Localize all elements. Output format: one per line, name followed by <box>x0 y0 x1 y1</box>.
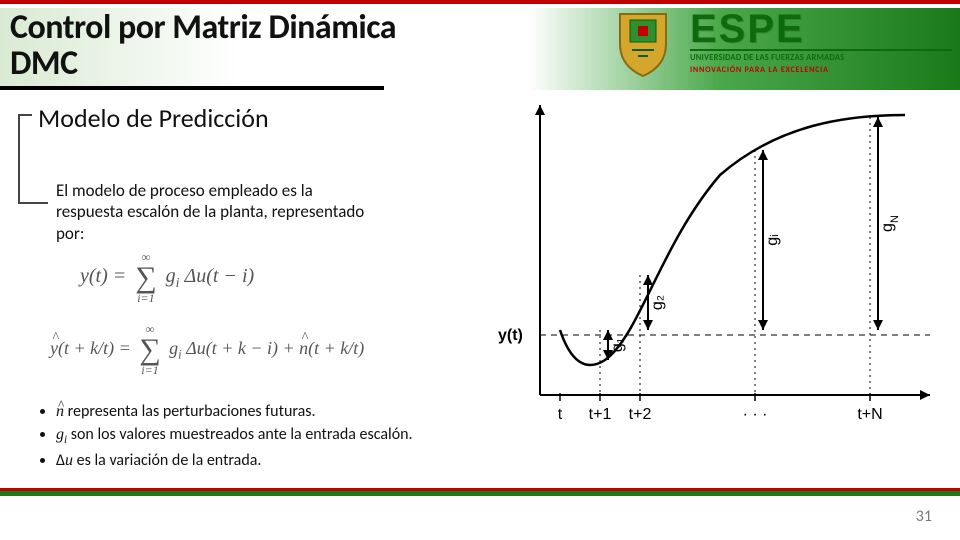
brand-divider <box>690 49 952 51</box>
subtitle: Modelo de Predicción <box>32 100 275 136</box>
espe-wordmark: ESPE UNIVERSIDAD DE LAS FUERZAS ARMADAS … <box>690 11 952 75</box>
svg-text:t+N: t+N <box>857 406 882 423</box>
equation-2: y(t + k/t) = ∑∞i=1 gi Δu(t + k − i) + n(… <box>50 338 364 363</box>
title-underline <box>0 86 384 90</box>
brand-sub2: INNOVACIÓN PARA LA EXCELENCIA <box>690 65 829 75</box>
equation-1: y(t) = ∑∞i=1 gi Δu(t − i) <box>80 265 254 292</box>
brand-sub1: UNIVERSIDAD DE LAS FUERZAS ARMADAS <box>690 53 844 63</box>
slide-header: Control por Matriz Dinámica DMC ESPE UNI… <box>0 0 960 90</box>
eq1-content: y(t) = ∑∞i=1 gi Δu(t − i) <box>80 265 254 287</box>
svg-text:gᵢ: gᵢ <box>764 234 781 245</box>
svg-text:t+2: t+2 <box>629 406 652 423</box>
svg-text:· · ·: · · · <box>743 406 768 423</box>
svg-text:t+1: t+1 <box>589 406 612 423</box>
brand-name: ESPE <box>690 11 805 47</box>
bullet-3: Δu es la variación de la entrada. <box>56 449 413 472</box>
slide-title: Control por Matriz Dinámica DMC <box>10 10 396 81</box>
espe-shield-icon <box>610 8 676 78</box>
svg-text:gN: gN <box>879 215 901 232</box>
bullet-2: gi son los valores muestreados ante la e… <box>56 423 413 448</box>
bullet-list: n representa las perturbaciones futuras.… <box>38 400 413 472</box>
svg-text:y(t): y(t) <box>498 327 523 344</box>
svg-text:g₂: g₂ <box>649 295 666 310</box>
logo-area: ESPE UNIVERSIDAD DE LAS FUERZAS ARMADAS … <box>610 8 952 78</box>
page-number: 31 <box>916 507 932 526</box>
title-line-2: DMC <box>10 43 78 84</box>
svg-text:t: t <box>558 406 563 423</box>
footer-bar <box>0 488 960 496</box>
bullet-1: n representa las perturbaciones futuras. <box>56 400 413 423</box>
eq2-content: y(t + k/t) = ∑∞i=1 gi Δu(t + k − i) + n(… <box>50 338 364 358</box>
svg-text:g₁: g₁ <box>609 338 626 352</box>
body-paragraph: El modelo de proceso empleado es la resp… <box>56 180 376 244</box>
step-response-figure: y(t) t t+1 t+2 · · · t+N g₁ g₂ gᵢ gN <box>490 105 940 445</box>
